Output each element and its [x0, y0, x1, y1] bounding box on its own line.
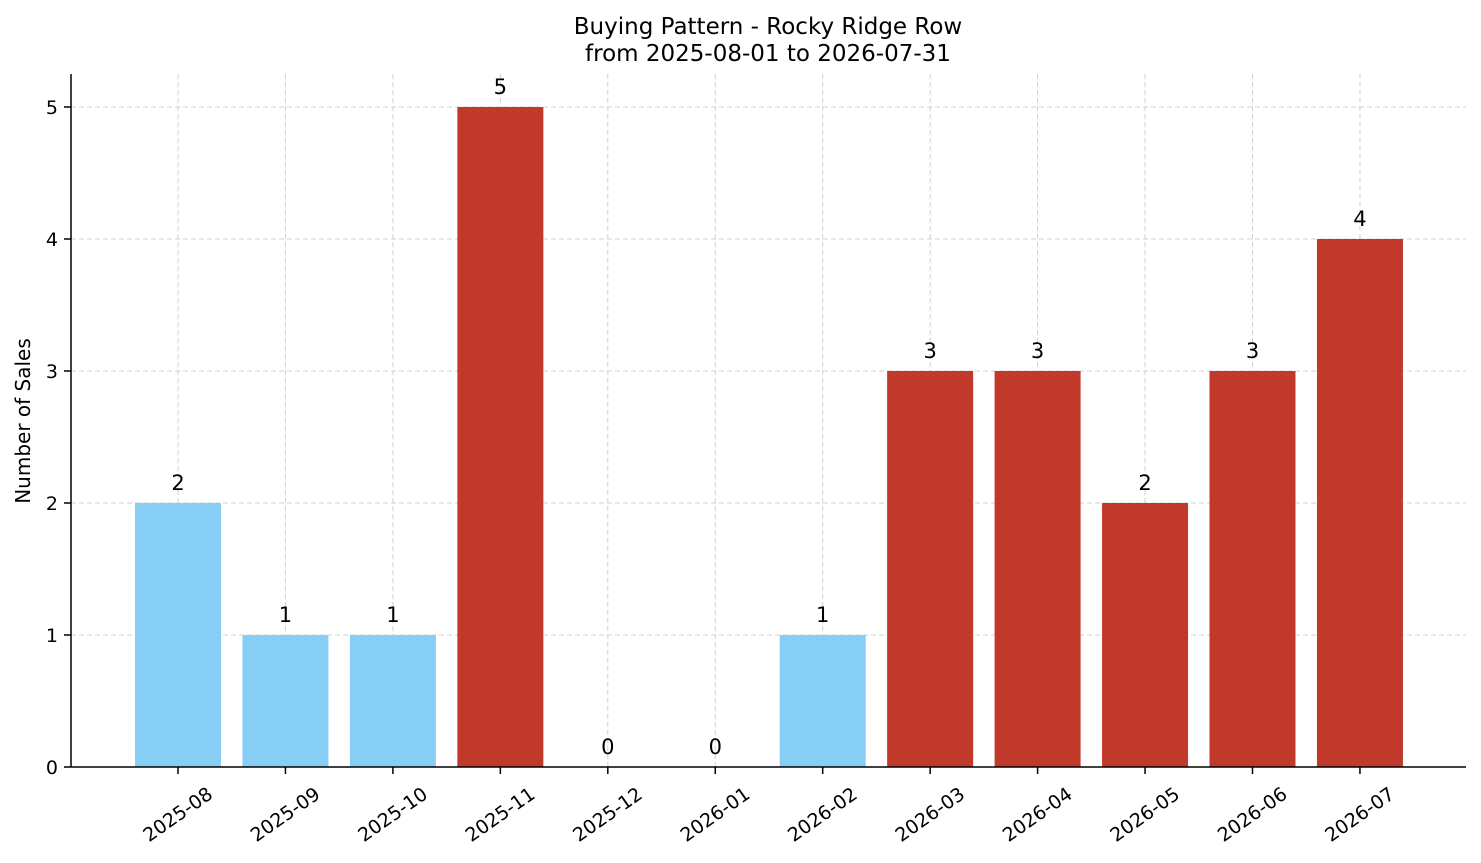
chart-title: Buying Pattern - Rocky Ridge Row: [574, 14, 962, 40]
data-label-2025-08: 2: [171, 471, 184, 495]
bar-2025-09: [242, 635, 329, 767]
data-label-2026-07: 4: [1353, 207, 1366, 231]
data-label-2025-09: 1: [279, 603, 292, 627]
bar-2026-02: [779, 635, 866, 767]
data-label-2026-02: 1: [816, 603, 829, 627]
y-tick-label: 0: [46, 757, 58, 779]
bar-2026-05: [1102, 503, 1189, 767]
x-tick-label: 2026-02: [784, 783, 862, 847]
data-label-2025-11: 5: [494, 75, 507, 99]
chart-subtitle: from 2025-08-01 to 2026-07-31: [585, 41, 951, 67]
x-tick-label: 2025-08: [139, 783, 217, 847]
x-tick-label: 2026-06: [1214, 783, 1292, 847]
x-tick-label: 2026-03: [891, 783, 969, 847]
bar-2025-11: [457, 107, 544, 767]
axes: [64, 74, 1466, 774]
data-label-2026-04: 3: [1031, 339, 1044, 363]
x-tick-label: 2026-04: [999, 783, 1077, 847]
y-tick-label: 1: [46, 625, 58, 647]
x-tick-label: 2026-01: [676, 783, 754, 847]
bar-2026-03: [887, 371, 974, 767]
data-label-2025-10: 1: [386, 603, 399, 627]
x-tick-label: 2026-07: [1321, 783, 1399, 847]
data-label-2026-03: 3: [923, 339, 936, 363]
y-tick-label: 5: [46, 97, 58, 119]
x-tick-label: 2025-11: [462, 783, 540, 847]
y-tick-label: 2: [46, 493, 58, 515]
bar-2026-07: [1316, 239, 1403, 767]
bar-2025-10: [349, 635, 436, 767]
y-axis-label: Number of Sales: [11, 338, 35, 504]
data-label-2026-06: 3: [1246, 339, 1259, 363]
x-tick-label: 2025-10: [354, 783, 432, 847]
x-tick-label: 2025-12: [569, 783, 647, 847]
bars: [135, 107, 1403, 767]
x-tick-label: 2025-09: [247, 783, 325, 847]
y-tick-label: 3: [46, 361, 58, 383]
data-labels: 2 1 1 5 0 0 1 3 3 2 3 4: [171, 75, 1366, 759]
bar-2026-06: [1209, 371, 1296, 767]
data-label-2025-12: 0: [601, 735, 614, 759]
x-tick-label: 2026-05: [1106, 783, 1184, 847]
data-label-2026-05: 2: [1138, 471, 1151, 495]
bar-2026-04: [994, 371, 1081, 767]
y-tick-label: 4: [46, 229, 58, 251]
data-label-2026-01: 0: [709, 735, 722, 759]
bar-2025-08: [135, 503, 221, 767]
